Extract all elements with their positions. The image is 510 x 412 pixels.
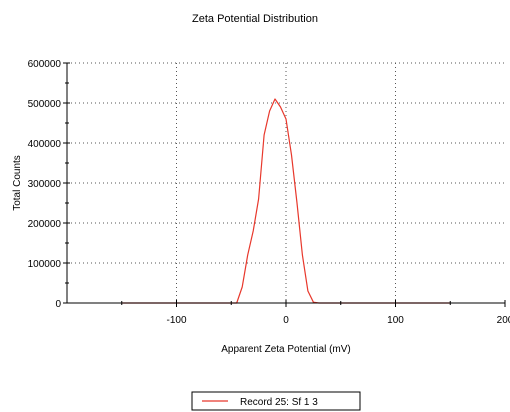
legend-entry-label: Record 25: Sf 1 3 xyxy=(240,397,318,408)
y-tick-label: 0 xyxy=(55,299,61,310)
x-tick-label: 0 xyxy=(283,315,289,326)
y-axis-label: Total Counts xyxy=(12,155,23,211)
y-tick-label: 100000 xyxy=(28,259,62,270)
legend-box xyxy=(191,391,361,411)
x-axis-label: Apparent Zeta Potential (mV) xyxy=(221,344,351,355)
x-tick-label: 200 xyxy=(497,315,510,326)
axes-group xyxy=(63,62,506,307)
x-tick-label: -100 xyxy=(166,315,186,326)
y-tick-label: 400000 xyxy=(28,139,62,150)
grid-lines xyxy=(67,62,505,303)
x-tick-label: 100 xyxy=(387,315,404,326)
chart-title: Zeta Potential Distribution xyxy=(192,13,318,25)
data-series-group xyxy=(121,98,451,304)
legend: Record 25: Sf 1 3 xyxy=(191,391,361,411)
y-tick-label: 600000 xyxy=(28,59,62,70)
tick-labels-group: 0 100000 200000 300000 400000 500000 600000 -10… xyxy=(28,59,510,326)
y-tick-label: 500000 xyxy=(28,99,62,110)
y-tick-label: 300000 xyxy=(28,179,62,190)
series-line xyxy=(121,98,451,304)
y-tick-label: 200000 xyxy=(28,219,62,230)
